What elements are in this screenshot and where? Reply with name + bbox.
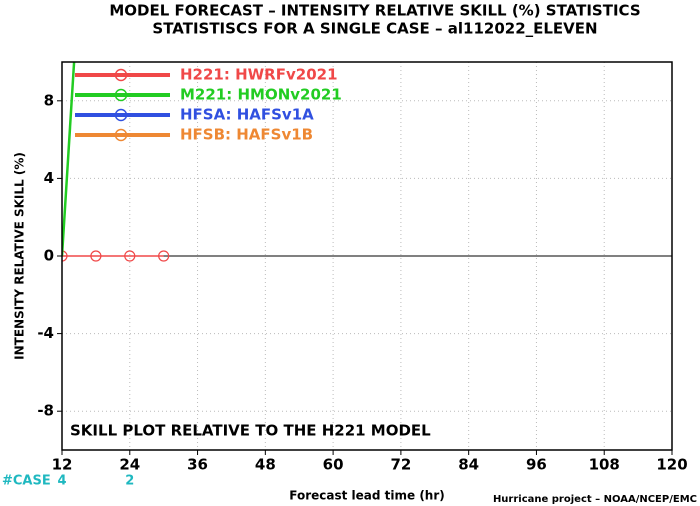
- legend-marker: [114, 88, 128, 102]
- x-tick-label: 96: [526, 456, 547, 474]
- footer: Hurricane project – NOAA/NCEP/EMC: [493, 494, 697, 505]
- x-tick-label: 60: [323, 456, 344, 474]
- x-tick-label: 24: [119, 456, 140, 474]
- series-line: [62, 62, 76, 257]
- legend-label: HFSA: HAFSv1A: [180, 106, 314, 124]
- legend-marker: [114, 68, 128, 82]
- y-axis-label: INTENSITY RELATIVE SKILL (%): [13, 152, 27, 360]
- case-label: #CASE: [2, 474, 51, 489]
- data-point: [62, 250, 68, 262]
- legend-label: HFSB: HAFSv1B: [180, 126, 313, 144]
- legend-marker: [114, 128, 128, 142]
- data-point: [158, 250, 170, 262]
- y-tick-label: -8: [37, 402, 54, 420]
- x-tick-label: 108: [589, 456, 620, 474]
- plot-area: [62, 62, 170, 262]
- y-tick-label: 0: [44, 247, 54, 265]
- case-count: 2: [125, 474, 134, 489]
- x-tick-label: 84: [458, 456, 479, 474]
- y-tick-label: 8: [44, 91, 54, 109]
- plot-frame: [61, 61, 673, 451]
- legend-label: M221: HMONv2021: [180, 86, 342, 104]
- y-tick-label: -4: [37, 324, 54, 342]
- legend-label: H221: HWRFv2021: [180, 66, 338, 84]
- x-axis-label: Forecast lead time (hr): [289, 489, 445, 503]
- data-point: [124, 250, 136, 262]
- x-tick-label: 12: [52, 456, 73, 474]
- y-tick-label: 4: [44, 169, 54, 187]
- chart-title: MODEL FORECAST – INTENSITY RELATIVE SKIL…: [109, 2, 640, 20]
- annotation: SKILL PLOT RELATIVE TO THE H221 MODEL: [70, 422, 431, 440]
- x-tick-label: 48: [255, 456, 276, 474]
- case-count: 4: [57, 474, 66, 489]
- x-tick-label: 120: [656, 456, 687, 474]
- x-tick-label: 72: [390, 456, 411, 474]
- data-point: [90, 250, 102, 262]
- legend-marker: [114, 108, 128, 122]
- chart-subtitle: STATISTISCS FOR A SINGLE CASE – al112022…: [152, 20, 597, 38]
- x-tick-label: 36: [187, 456, 208, 474]
